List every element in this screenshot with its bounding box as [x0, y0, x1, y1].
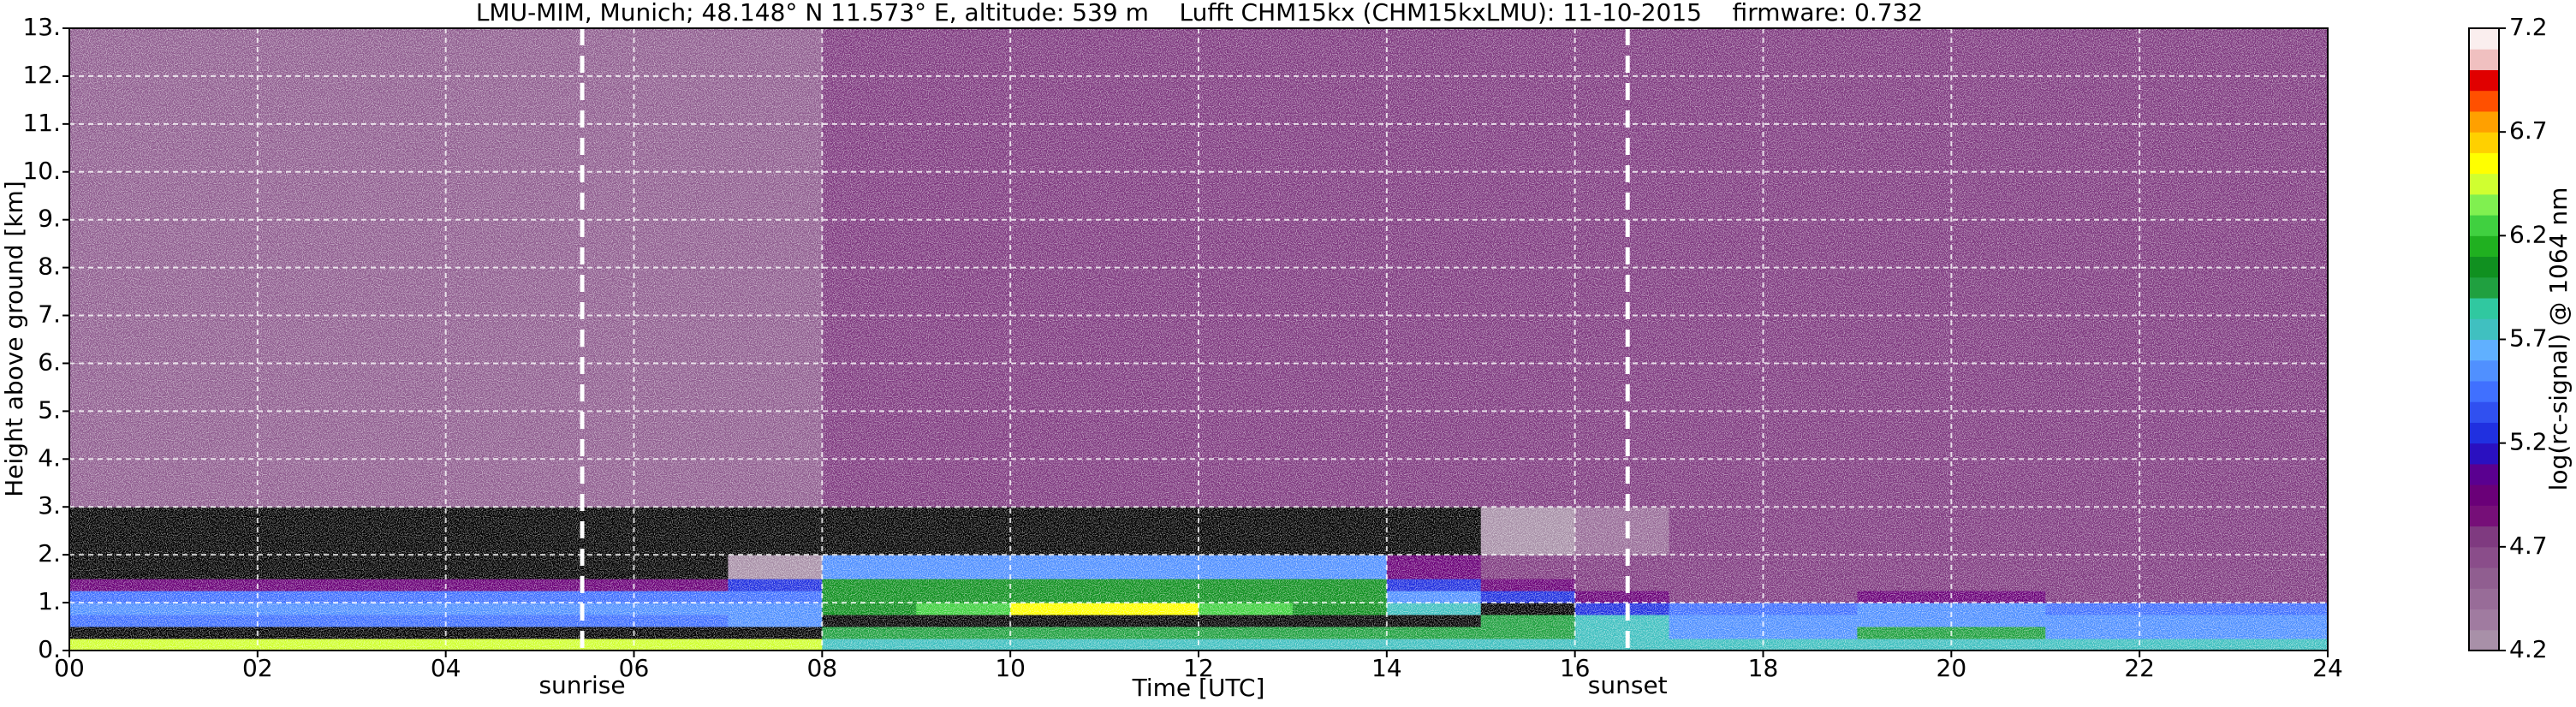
x-tick-label: 14	[1371, 654, 1402, 682]
colorbar-segment	[2469, 215, 2499, 236]
x-tick-label: 22	[2124, 654, 2155, 682]
x-axis-label: Time [UTC]	[1132, 674, 1265, 702]
x-tick-label: 00	[54, 654, 85, 682]
colorbar-segment	[2469, 256, 2499, 278]
colorbar-tick-label: 5.2	[2509, 428, 2548, 456]
colorbar-segment	[2469, 90, 2499, 112]
colorbar-segment	[2469, 110, 2499, 133]
x-tick-label: 24	[2312, 654, 2343, 682]
colorbar-tick-label: 4.2	[2509, 635, 2548, 663]
colorbar-segment	[2469, 276, 2499, 299]
colorbar-segment	[2469, 422, 2499, 444]
colorbar-segment	[2469, 546, 2499, 568]
colorbar-tick-label: 6.7	[2509, 116, 2548, 145]
x-tick-label: 04	[431, 654, 461, 682]
colorbar-segment	[2469, 401, 2499, 423]
colorbar-segment	[2469, 609, 2499, 631]
colorbar-segment	[2469, 526, 2499, 548]
chart-title: LMU-MIM, Munich; 48.148° N 11.573° E, al…	[476, 0, 1923, 27]
colorbar-segment	[2469, 567, 2499, 589]
colorbar-label: log(rc-signal) @ 1064 nm	[2544, 187, 2573, 491]
y-tick-label: 10.	[22, 157, 61, 185]
colorbar-segment	[2469, 588, 2499, 610]
colorbar-segment	[2469, 484, 2499, 506]
y-tick-label: 7.	[38, 300, 61, 329]
y-tick-label: 3.	[38, 491, 61, 520]
y-tick-label: 6.	[38, 348, 61, 376]
y-tick-label: 4.	[38, 443, 61, 472]
plot-frame	[68, 27, 2329, 651]
y-tick-label: 13.	[22, 13, 61, 41]
y-tick-label: 9.	[38, 205, 61, 233]
y-tick-label: 1.	[38, 587, 61, 615]
y-tick-label: 8.	[38, 253, 61, 281]
colorbar-segment	[2469, 69, 2499, 92]
colorbar-segment	[2469, 463, 2499, 485]
colorbar-segment	[2469, 28, 2499, 50]
x-tick-label: 20	[1936, 654, 1967, 682]
colorbar-segment	[2469, 298, 2499, 319]
x-tick-label: 10	[995, 654, 1026, 682]
colorbar-segment	[2469, 380, 2499, 402]
colorbar-segment	[2469, 318, 2499, 340]
colorbar-segment	[2469, 193, 2499, 216]
colorbar-tick-label: 5.7	[2509, 324, 2548, 353]
colorbar-tick-label: 4.7	[2509, 532, 2548, 560]
x-tick-label: 06	[619, 654, 650, 682]
colorbar-tick-label: 7.2	[2509, 13, 2548, 41]
colorbar-segment	[2469, 359, 2499, 382]
y-tick-label: 2.	[38, 539, 61, 567]
colorbar-segment	[2469, 173, 2499, 195]
colorbar-segment	[2469, 505, 2499, 527]
y-tick-label: 12.	[22, 61, 61, 89]
y-axis-label: Height above ground [km]	[0, 181, 28, 497]
y-tick-label: 0.	[38, 635, 61, 663]
colorbar-segment	[2469, 49, 2499, 70]
x-tick-label: 12	[1183, 654, 1214, 682]
marker-label: sunset	[1588, 671, 1668, 699]
colorbar-segment	[2469, 235, 2499, 258]
y-tick-label: 11.	[22, 109, 61, 137]
x-tick-label: 08	[807, 654, 838, 682]
colorbar-segment	[2469, 629, 2499, 651]
marker-label: sunrise	[538, 671, 625, 699]
x-tick-label: 18	[1748, 654, 1779, 682]
x-tick-label: 02	[242, 654, 273, 682]
colorbar-segment	[2469, 132, 2499, 153]
colorbar-segment	[2469, 339, 2499, 361]
colorbar-segment	[2469, 443, 2499, 465]
colorbar-segment	[2469, 152, 2499, 175]
y-tick-label: 5.	[38, 395, 61, 424]
colorbar-tick-label: 6.2	[2509, 220, 2548, 248]
x-tick-label: 16	[1560, 654, 1591, 682]
